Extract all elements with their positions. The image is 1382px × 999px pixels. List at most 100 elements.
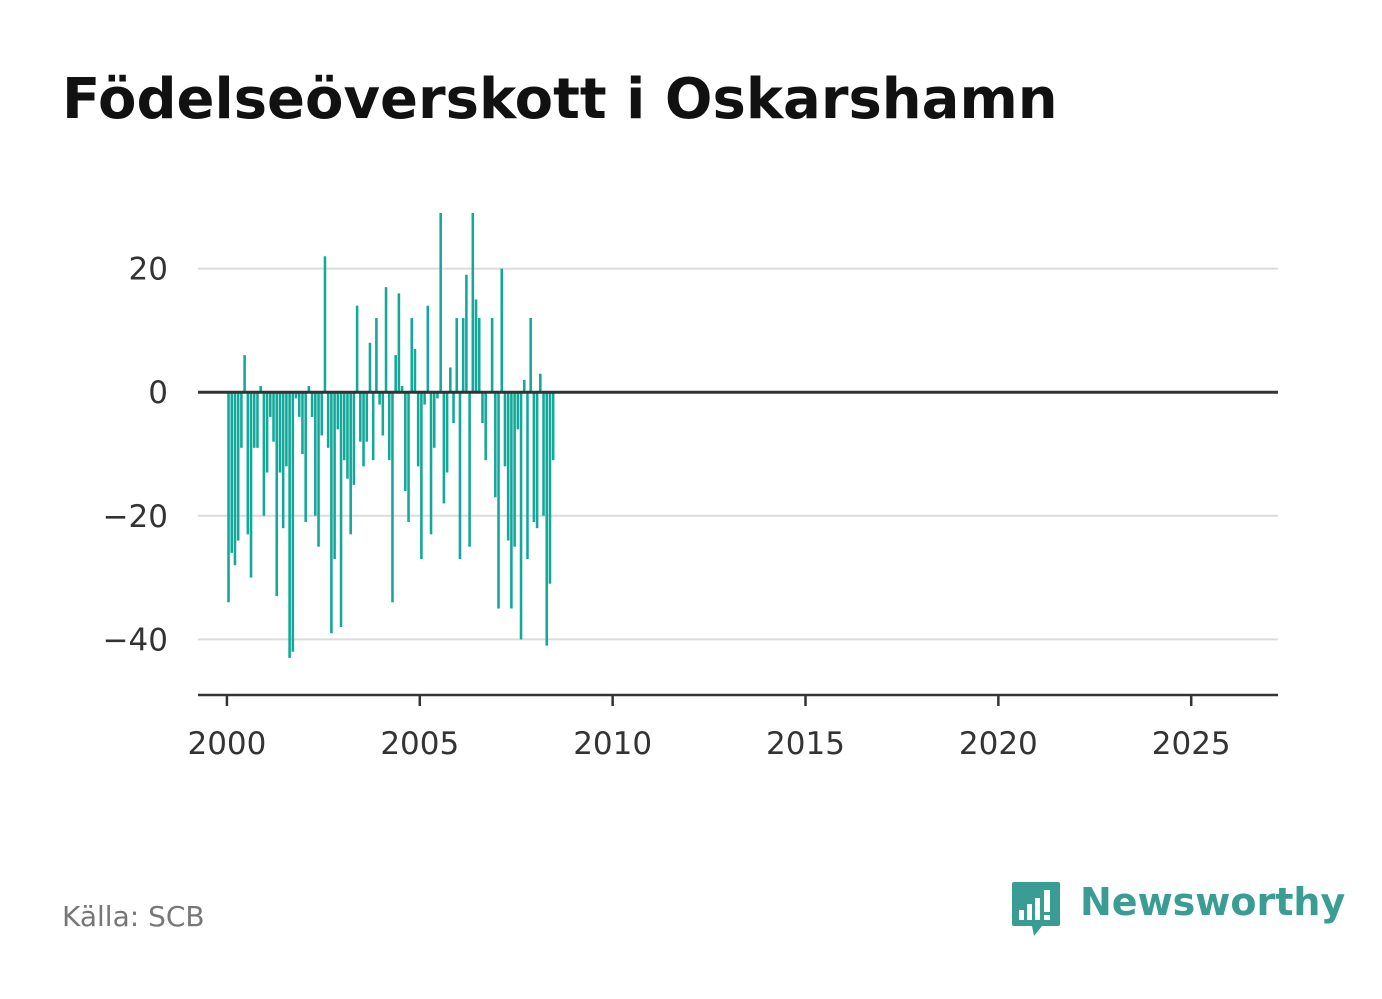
bar [288, 392, 291, 658]
axes [198, 390, 1278, 706]
bar [394, 355, 397, 393]
bar [301, 392, 304, 454]
y-tick-label: 0 [148, 375, 168, 411]
bar [497, 392, 500, 609]
bar [278, 392, 282, 473]
bar [233, 392, 237, 566]
bar [391, 392, 394, 603]
bar [426, 305, 430, 393]
bar [506, 392, 510, 541]
source-label: Källa: SCB [62, 900, 205, 933]
bar [339, 392, 343, 628]
bar [297, 392, 301, 417]
bar [432, 392, 436, 448]
x-tick-labels: 2000 2005 2010 2015 2020 2025 [187, 726, 1230, 762]
bar [471, 213, 475, 393]
bar [375, 318, 378, 393]
bar [352, 392, 356, 485]
bar [269, 392, 272, 417]
bar [265, 392, 269, 473]
bar [400, 386, 404, 393]
bar [494, 392, 497, 498]
bar [336, 392, 340, 430]
bar [529, 318, 532, 393]
bar [346, 392, 349, 479]
bar [474, 299, 478, 393]
bar [317, 392, 320, 547]
bar [513, 392, 516, 547]
bar [461, 318, 465, 393]
bar [365, 392, 369, 442]
bars [227, 213, 555, 658]
bar [532, 392, 536, 522]
bar [381, 392, 385, 436]
bar [291, 392, 295, 652]
bar [436, 392, 439, 399]
bar [439, 213, 442, 393]
y-tick-labels: 20 0 −20 −40 [103, 252, 168, 659]
chart-title: Födelseöverskott i Oskarshamn [62, 67, 1058, 132]
bar [465, 274, 468, 393]
bar [227, 392, 230, 603]
bar [342, 392, 346, 461]
bar [262, 392, 266, 516]
bar [259, 386, 262, 393]
y-tick-label: −40 [103, 622, 168, 658]
bar [252, 392, 256, 448]
bar [500, 268, 504, 393]
x-tick-label: 2020 [959, 726, 1038, 762]
bar [285, 392, 288, 467]
bar [423, 392, 426, 405]
gridlines [198, 267, 1278, 641]
bar [304, 392, 307, 522]
bar [362, 392, 365, 467]
bar [387, 392, 391, 461]
bar [452, 392, 455, 424]
bar [378, 392, 381, 405]
bar [484, 392, 487, 461]
bar [445, 392, 449, 473]
bar [323, 256, 327, 393]
bar [333, 392, 336, 560]
bar [275, 392, 279, 597]
bar [256, 392, 259, 448]
bar [455, 318, 459, 393]
bar [542, 392, 545, 516]
x-tick-label: 2010 [573, 726, 652, 762]
bar [526, 392, 529, 560]
bar [477, 318, 481, 393]
bar [355, 305, 359, 393]
bar [281, 392, 285, 529]
bar [320, 392, 324, 436]
bar [519, 392, 523, 640]
bar [468, 392, 471, 547]
bar [407, 392, 410, 522]
bar [458, 392, 462, 560]
bar [442, 392, 446, 504]
bar [249, 392, 253, 578]
bar [359, 392, 362, 442]
bar [503, 392, 507, 467]
bar [410, 318, 414, 393]
x-tick-label: 2000 [187, 726, 266, 762]
bar [230, 392, 234, 553]
brand: Newsworthy [1010, 878, 1345, 942]
bar [416, 392, 420, 467]
bar [371, 392, 375, 461]
bar [368, 342, 372, 393]
bar [548, 392, 552, 584]
bar [236, 392, 240, 541]
bar [510, 392, 513, 609]
bar [349, 392, 352, 535]
bar [310, 392, 314, 417]
bar [539, 373, 542, 393]
bar [404, 392, 407, 492]
brand-name: Newsworthy [1080, 880, 1346, 924]
newsworthy-logo-icon [1012, 882, 1060, 936]
bar [449, 367, 452, 393]
bar [330, 392, 333, 634]
bar [326, 392, 330, 448]
bar [314, 392, 317, 516]
bar [516, 392, 520, 430]
